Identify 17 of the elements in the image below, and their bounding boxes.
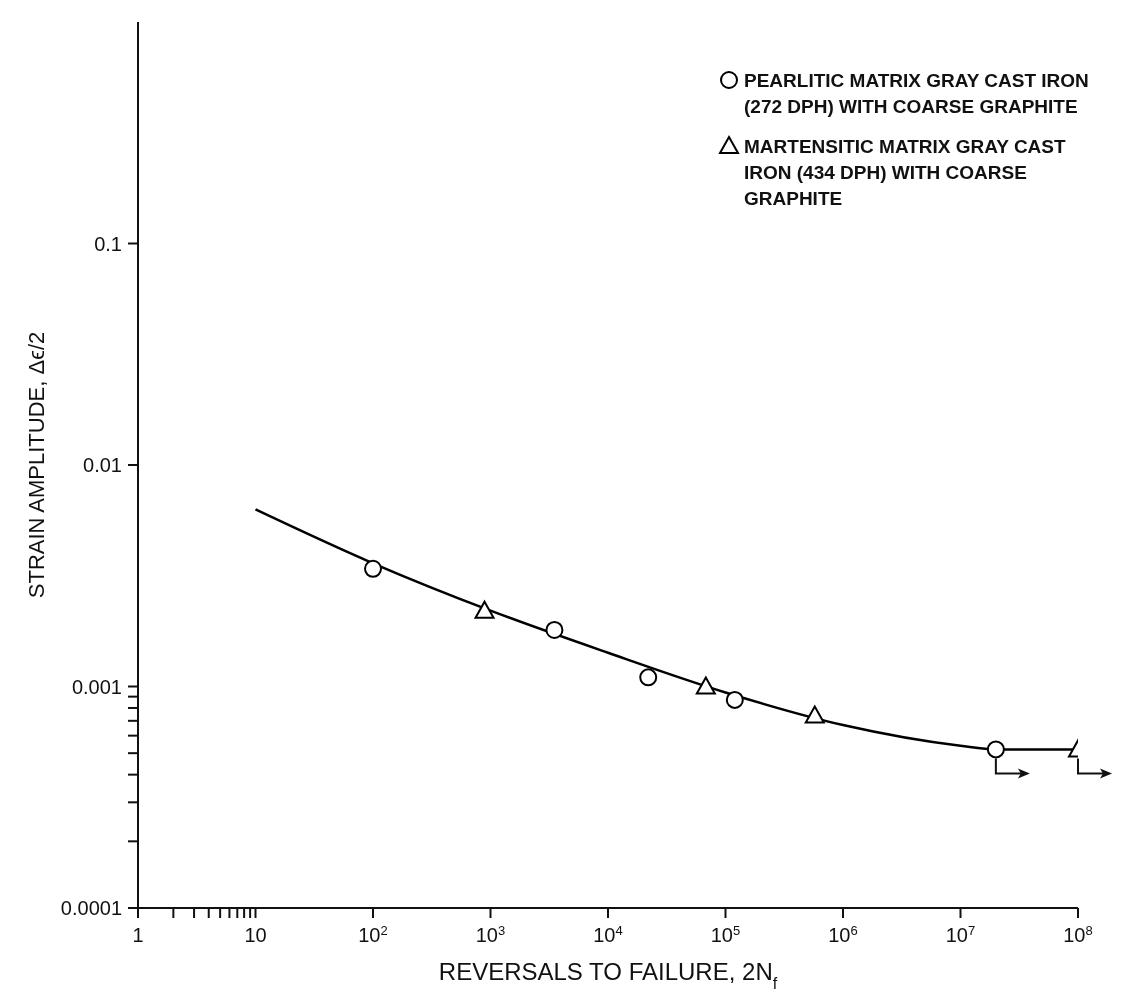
y-tick-label: 0.001 (71, 675, 122, 698)
y-tick-label: 0.0001 (60, 897, 122, 919)
x-axis-title: REVERSALS TO FAILURE, 2N$_{f}$ (438, 958, 778, 992)
x-tick-label: 10 (244, 924, 267, 946)
x-tick-label: 10$^{7}$ (945, 922, 976, 946)
y-tick-label: 0.01 (83, 454, 122, 476)
x-tick-label: 10$^{6}$ (828, 922, 858, 946)
y-axis-title: STRAIN AMPLITUDE, Δϵ/2 (24, 331, 49, 599)
y-tick-label: 0.1 (94, 232, 122, 255)
x-tick-label: 10$^{8}$ (1063, 922, 1093, 946)
legend-label: MARTENSITIC MATRIX GRAY CAST IRON (434 DPH) WITH COARSE GRAPHITE (744, 135, 1067, 211)
x-tick-label: 10$^{4}$ (593, 922, 623, 946)
x-tick-label: 10$^{2}$ (358, 922, 388, 946)
x-tick-label: 10$^{5}$ (710, 922, 741, 946)
legend-label: PEARLITIC MATRIX GRAY CAST IRON (272 DPH) WITH COARSE GRAPHITE (744, 69, 1090, 119)
x-tick-label: 1 (132, 924, 144, 946)
x-tick-label: 10$^{3}$ (475, 922, 506, 946)
